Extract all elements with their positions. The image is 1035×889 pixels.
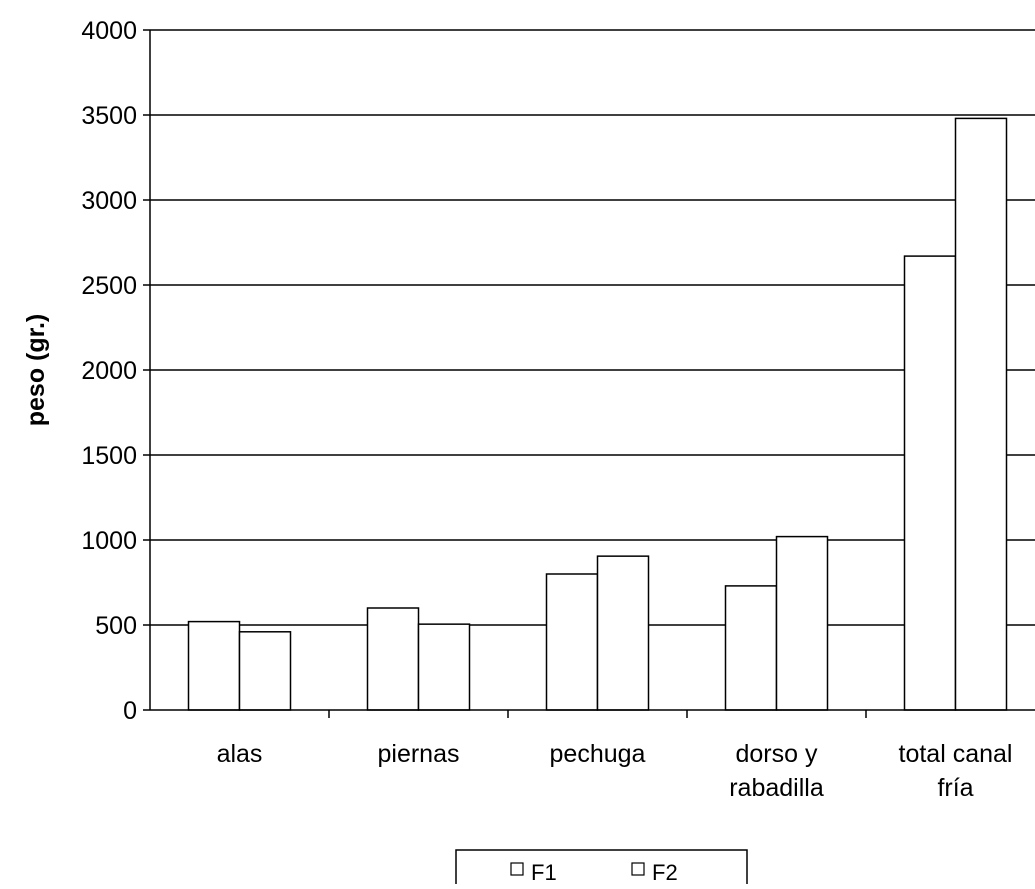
category-label: total canal xyxy=(899,740,1013,768)
bar-f1-2 xyxy=(545,573,599,711)
bar-f2-4 xyxy=(954,117,1008,711)
category-label: pechuga xyxy=(550,740,646,768)
y-tick-label: 3000 xyxy=(81,187,137,215)
y-tick-label: 500 xyxy=(95,612,137,640)
y-tick-label: 2000 xyxy=(81,357,137,385)
y-tick-label: 1000 xyxy=(81,527,137,555)
bar-f1-3 xyxy=(724,585,778,711)
bar-f1-4 xyxy=(903,255,957,711)
y-tick-labels: 0 500 1000 1500 2000 2500 3000 3500 4000 xyxy=(81,17,137,725)
category-label: alas xyxy=(217,740,263,768)
bar-f2-3 xyxy=(775,535,829,711)
y-axis-label: peso (gr.) xyxy=(22,314,50,427)
bar-f2-0 xyxy=(238,631,292,711)
bar-f1-1 xyxy=(366,607,420,711)
category-label: rabadilla xyxy=(729,774,824,802)
legend-swatch xyxy=(510,862,524,876)
category-label: piernas xyxy=(378,740,460,768)
legend-label: F2 xyxy=(652,860,678,884)
y-tick-label: 2500 xyxy=(81,272,137,300)
category-labels: alas piernas pechuga dorso y rabadilla total … xyxy=(217,740,1013,802)
bars xyxy=(187,117,1008,711)
y-tick-label: 4000 xyxy=(81,17,137,45)
category-label: dorso y xyxy=(736,740,818,768)
y-tick-label: 3500 xyxy=(81,102,137,130)
category-label: fría xyxy=(937,774,973,802)
legend: F1 F2 xyxy=(455,849,748,889)
legend-label: F1 xyxy=(531,860,557,884)
bar-f2-2 xyxy=(596,555,650,711)
gridlines xyxy=(150,29,1035,626)
bar-f2-1 xyxy=(417,623,471,711)
y-tick-label: 1500 xyxy=(81,442,137,470)
legend-box xyxy=(455,849,748,889)
bar-f1-0 xyxy=(187,620,241,711)
axes xyxy=(143,29,1035,718)
legend-swatch xyxy=(631,862,645,876)
y-tick-label: 0 xyxy=(123,697,137,725)
